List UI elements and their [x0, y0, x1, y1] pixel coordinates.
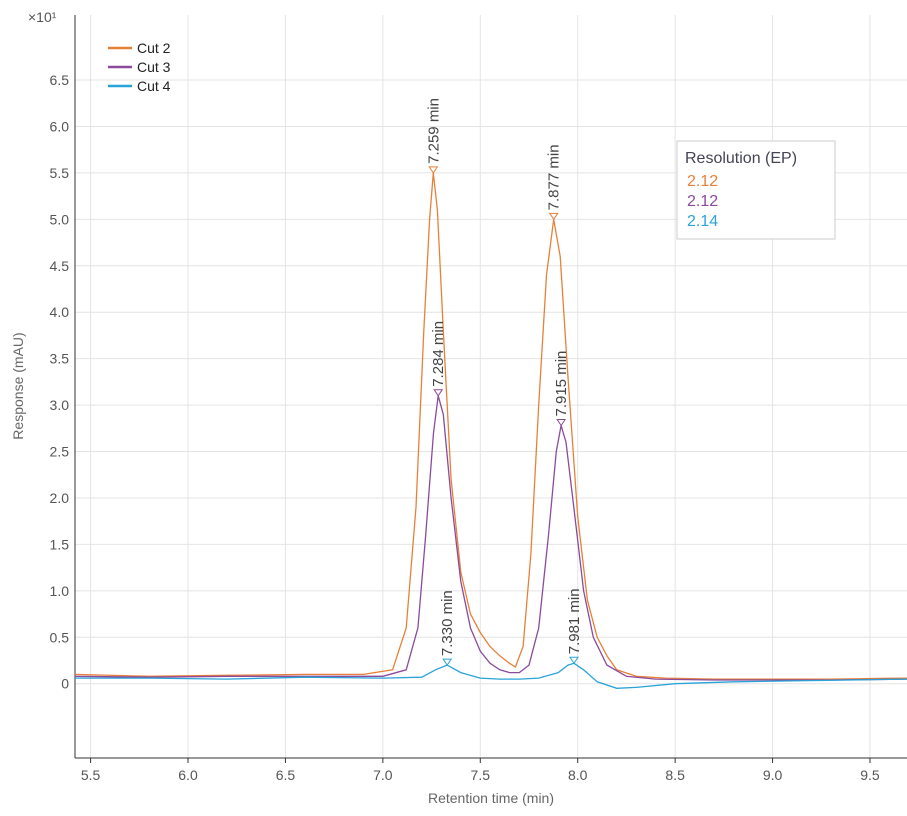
- peak-label: 7.330 min: [439, 590, 456, 656]
- resolution-value: 2.14: [687, 213, 718, 230]
- y-tick-label: 4.5: [50, 258, 70, 274]
- series-line: [75, 662, 907, 689]
- legend-label: Cut 4: [137, 78, 171, 94]
- resolution-box: [676, 140, 836, 240]
- y-tick-label: 2.5: [50, 444, 70, 460]
- y-tick-label: 2.0: [50, 490, 70, 506]
- x-axis-title: Retention time (min): [428, 790, 554, 806]
- x-tick-label: 8.5: [665, 767, 685, 783]
- x-tick-label: 9.5: [860, 767, 880, 783]
- peak-label: 7.877 min: [546, 144, 563, 210]
- x-tick-label: 9.0: [763, 767, 783, 783]
- y-multiplier: ×10¹: [28, 9, 57, 25]
- y-tick-label: 6.0: [50, 118, 70, 134]
- x-tick-label: 7.0: [373, 767, 393, 783]
- peak-marker: [428, 166, 439, 174]
- x-tick-label: 7.5: [471, 767, 491, 783]
- y-tick-label: 4.0: [50, 304, 70, 320]
- y-tick-label: 1.5: [50, 536, 70, 552]
- y-tick-label: 6.5: [50, 72, 70, 88]
- peak-label: 7.284 min: [430, 321, 447, 387]
- peak-label: 7.915 min: [553, 351, 570, 417]
- peak-marker: [548, 212, 559, 221]
- y-tick-label: 0.5: [50, 629, 70, 645]
- resolution-value: 2.12: [687, 173, 718, 190]
- peak-label: 7.981 min: [566, 588, 583, 654]
- series-line: [74, 172, 907, 680]
- y-tick-label: 0: [61, 676, 69, 692]
- peak-label: 7.259 min: [425, 98, 442, 164]
- y-tick-label: 5.5: [50, 165, 70, 181]
- x-tick-label: 5.5: [81, 767, 101, 783]
- y-tick-label: 3.0: [50, 397, 70, 413]
- legend-label: Cut 2: [137, 40, 171, 56]
- peak-marker: [556, 419, 567, 427]
- x-tick-label: 6.5: [276, 767, 296, 783]
- series-line: [74, 395, 907, 681]
- resolution-title: Resolution (EP): [685, 150, 797, 167]
- peak-marker: [433, 389, 444, 397]
- y-axis-title: Response (mAU): [10, 332, 26, 439]
- y-tick-label: 3.5: [50, 351, 70, 367]
- x-tick-label: 8.0: [568, 767, 588, 783]
- peak-marker: [442, 658, 453, 667]
- y-tick-label: 5.0: [50, 211, 70, 227]
- legend-label: Cut 3: [137, 59, 171, 75]
- peak-marker: [569, 656, 579, 665]
- y-tick-label: 1.0: [50, 583, 70, 599]
- x-tick-label: 6.0: [178, 767, 198, 783]
- resolution-value: 2.12: [687, 193, 718, 210]
